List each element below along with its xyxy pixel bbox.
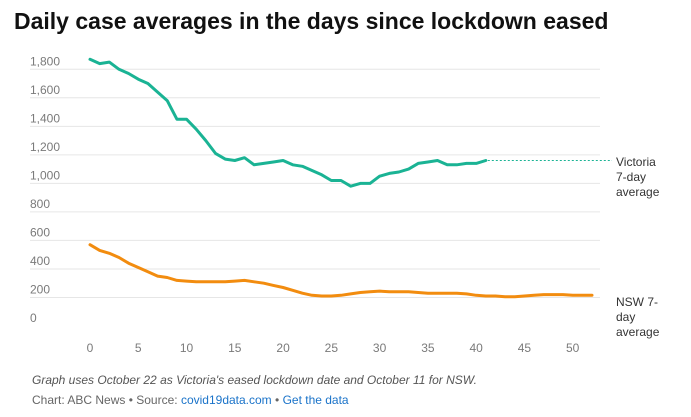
x-tick-label: 15 — [228, 341, 242, 355]
y-tick-label: 1,400 — [30, 111, 60, 125]
y-tick-label: 800 — [30, 197, 50, 211]
credit-separator-2: • — [271, 393, 283, 407]
series-label-line: day — [616, 310, 635, 324]
series-label-line: 7-day — [616, 170, 646, 184]
credit-separator: • — [125, 393, 137, 407]
chart-title: Daily case averages in the days since lo… — [14, 8, 609, 34]
series-label-1: NSW 7-day average — [616, 295, 660, 339]
y-tick-label: 200 — [30, 282, 50, 296]
series-label-0: Victoria 7-day average — [616, 155, 660, 199]
x-tick-label: 25 — [325, 341, 339, 355]
x-tick-label: 5 — [135, 341, 142, 355]
series-label-line: average — [616, 325, 660, 339]
credit-chart-label: Chart: ABC News — [32, 393, 126, 407]
series-line-1 — [88, 243, 594, 299]
y-tick-label: 1,200 — [30, 140, 60, 154]
x-tick-label: 10 — [180, 341, 194, 355]
y-axis-tick-labels: 0 200 400 600 800 1,000 1,200 1,400 1,600 1,800 — [30, 54, 60, 325]
chart-credit: Chart: ABC News • Source: covid19data.co… — [32, 393, 349, 407]
grid-lines — [30, 68, 600, 298]
x-axis-tick-labels: 0 5 10 15 20 25 30 35 40 45 50 — [87, 341, 580, 355]
y-tick-label: 1,600 — [30, 83, 60, 97]
y-tick-label: 1,800 — [30, 54, 60, 68]
x-tick-label: 45 — [518, 341, 532, 355]
series-line-0 — [88, 57, 488, 188]
source-link[interactable]: covid19data.com — [180, 393, 272, 407]
series-label-line: average — [616, 185, 660, 199]
footnote: Graph uses October 22 as Victoria's ease… — [32, 373, 477, 387]
x-tick-label: 35 — [421, 341, 435, 355]
y-tick-label: 1,000 — [30, 168, 60, 182]
series-lines — [88, 57, 612, 299]
x-tick-label: 30 — [373, 341, 387, 355]
y-tick-label: 400 — [30, 254, 50, 268]
x-tick-label: 50 — [566, 341, 580, 355]
x-tick-label: 20 — [276, 341, 290, 355]
get-the-data-link[interactable]: Get the data — [282, 393, 349, 407]
credit-source-label: Source: — [136, 393, 181, 407]
x-tick-label: 40 — [469, 341, 483, 355]
y-tick-label: 600 — [30, 225, 50, 239]
series-label-line: NSW 7- — [616, 295, 658, 309]
y-tick-label: 0 — [30, 311, 37, 325]
x-tick-label: 0 — [87, 341, 94, 355]
series-label-line: Victoria — [616, 155, 656, 169]
